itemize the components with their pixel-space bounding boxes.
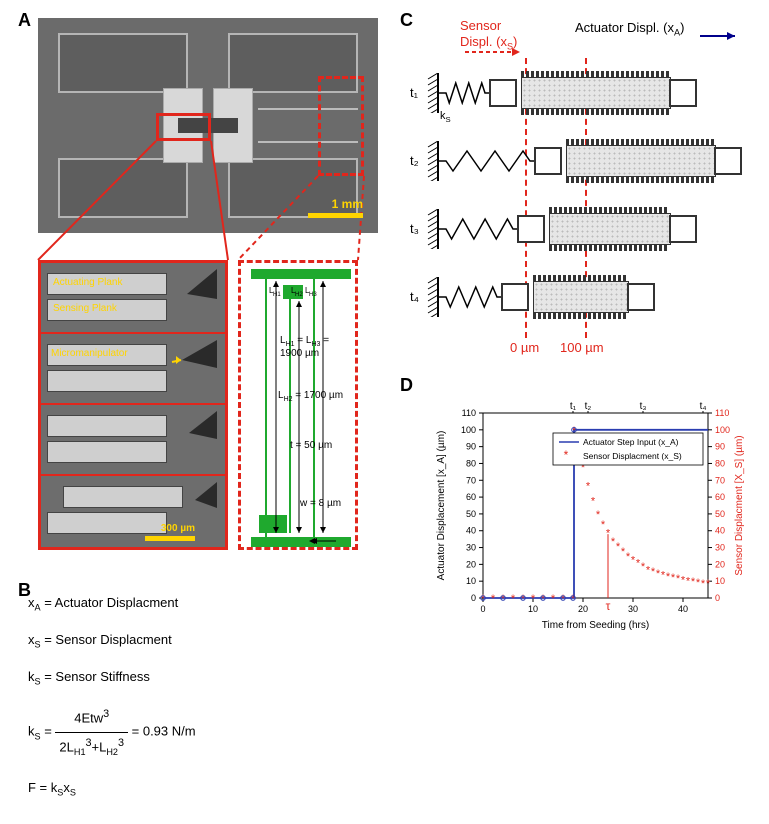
panel-d-chart: 0102030400010102020303040405050606070708…	[428, 395, 748, 635]
svg-text:Time from Seeding (hrs): Time from Seeding (hrs)	[542, 620, 649, 631]
panel-label-a: A	[18, 10, 31, 31]
scalebar-main-text: 1 mm	[332, 197, 363, 211]
svg-text:30: 30	[466, 543, 476, 553]
svg-text:90: 90	[715, 442, 725, 452]
svg-text:50: 50	[715, 509, 725, 519]
ks-label: kS	[440, 110, 451, 124]
dim-w: w = 8 µm	[300, 498, 341, 509]
svg-text:H3: H3	[309, 292, 317, 298]
t-label-1: t₂	[410, 153, 419, 168]
svg-text:60: 60	[715, 492, 725, 502]
svg-text:0: 0	[715, 593, 720, 603]
svg-text:*: *	[531, 593, 536, 605]
svg-text:t₃: t₃	[640, 401, 647, 412]
svg-text:Sensor Displacment [X_S] (µm): Sensor Displacment [X_S] (µm)	[734, 435, 745, 575]
svg-text:Actuator Displacement [x_A] (µ: Actuator Displacement [x_A] (µm)	[436, 431, 447, 581]
svg-text:80: 80	[715, 458, 725, 468]
micrograph-stack: Actuating Plank Sensing Plank Micromanip…	[38, 260, 228, 550]
svg-text:100: 100	[715, 425, 730, 435]
svg-text:70: 70	[715, 475, 725, 485]
dim-lh2: LH2 = 1700 µm	[278, 390, 343, 403]
svg-text:*: *	[551, 593, 556, 605]
svg-text:30: 30	[715, 543, 725, 553]
x100-label: 100 µm	[560, 340, 604, 355]
sensing-plank-label: Sensing Plank	[53, 303, 117, 314]
svg-text:10: 10	[715, 576, 725, 586]
dim-t: t = 50 µm	[290, 440, 332, 451]
svg-text:10: 10	[466, 576, 476, 586]
scalebar-micro-text: 300 µm	[161, 523, 195, 534]
t-label-0: t₁	[410, 85, 418, 100]
svg-text:t₂: t₂	[585, 401, 592, 412]
c-row-2: t₃	[410, 199, 750, 259]
svg-text:τ: τ	[606, 599, 611, 613]
panel-label-d: D	[400, 375, 413, 396]
svg-text:40: 40	[678, 604, 688, 614]
svg-text:90: 90	[466, 442, 476, 452]
svg-text:H2: H2	[295, 292, 303, 298]
svg-text:70: 70	[466, 475, 476, 485]
device-sem-image: 1 mm	[38, 18, 378, 233]
t-label-2: t₃	[410, 221, 419, 236]
svg-text:*: *	[706, 578, 711, 590]
svg-text:20: 20	[466, 559, 476, 569]
equations-block: xA = Actuator Displacment xS = Sensor Di…	[28, 590, 388, 802]
svg-text:t₁: t₁	[570, 401, 577, 412]
panel-c-schematic: SensorDispl. (xS) Actuator Displ. (xA) 0…	[410, 18, 750, 353]
scalebar-main	[308, 213, 363, 218]
svg-text:H1: H1	[273, 292, 281, 298]
svg-text:Actuator Step Input (x_A): Actuator Step Input (x_A)	[583, 437, 679, 447]
svg-text:*: *	[586, 480, 591, 492]
micromanip-label: Micromanipulator	[51, 348, 128, 359]
t-label-3: t₄	[410, 289, 419, 304]
svg-text:20: 20	[578, 604, 588, 614]
svg-text:80: 80	[466, 458, 476, 468]
svg-text:100: 100	[461, 425, 476, 435]
svg-text:40: 40	[466, 526, 476, 536]
svg-text:0: 0	[480, 604, 485, 614]
svg-text:t₄: t₄	[700, 401, 707, 412]
x0-label: 0 µm	[510, 340, 539, 355]
svg-text:60: 60	[466, 492, 476, 502]
svg-text:20: 20	[715, 559, 725, 569]
svg-text:*: *	[511, 593, 516, 605]
svg-text:50: 50	[466, 509, 476, 519]
svg-text:40: 40	[715, 526, 725, 536]
svg-text:*: *	[491, 593, 496, 605]
c-row-3: t₄	[410, 267, 750, 327]
actuating-plank-label: Actuating Plank	[53, 277, 123, 288]
svg-text:110: 110	[715, 408, 729, 418]
svg-text:*: *	[564, 448, 569, 462]
scalebar-micro	[145, 536, 195, 541]
dim-lh1: LH1 = LH3 =1900 µm	[280, 335, 370, 359]
svg-text:110: 110	[462, 408, 476, 418]
svg-text:Sensor Displacment (x_S): Sensor Displacment (x_S)	[583, 451, 682, 461]
c-row-0: t₁	[410, 63, 750, 123]
svg-text:0: 0	[471, 593, 476, 603]
svg-text:30: 30	[628, 604, 638, 614]
svg-text:10: 10	[528, 604, 538, 614]
c-row-1: t₂	[410, 131, 750, 191]
svg-text:*: *	[591, 495, 596, 507]
